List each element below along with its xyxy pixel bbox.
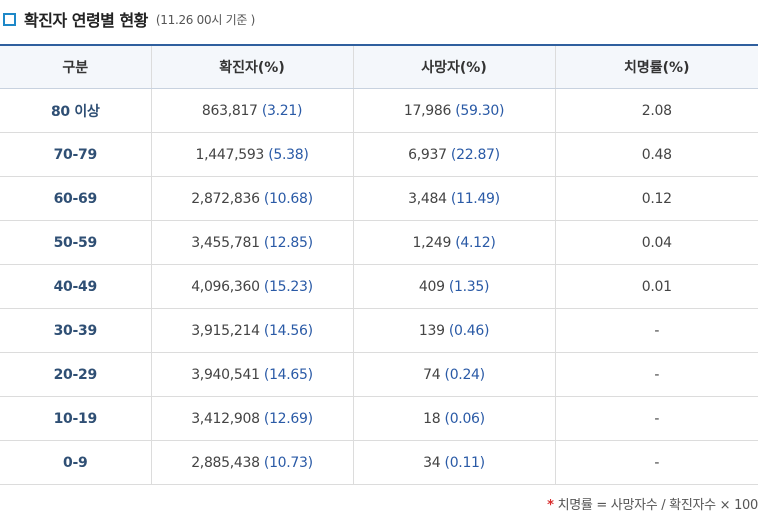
- cases-value: 2,885,438: [191, 454, 260, 471]
- cases-value: 3,915,214: [191, 322, 260, 339]
- footnote: * 치명률 = 사망자수 / 확진자수 × 100: [547, 494, 758, 513]
- deaths-percent: (22.87): [450, 146, 500, 163]
- table-row: 60-69 2,872,836 (10.68) 3,484 (11.49) 0.12: [0, 176, 758, 221]
- cases-cell: 2,872,836 (10.68): [151, 176, 354, 221]
- cases-percent: (10.68): [263, 190, 313, 207]
- cases-cell: 863,817 (3.21): [151, 88, 354, 133]
- table-row: 20-29 3,940,541 (14.65) 74 (0.24) -: [0, 352, 758, 397]
- cases-value: 2,872,836: [191, 190, 260, 207]
- age-status-table: 구분 확진자(%) 사망자(%) 치명률(%) 80 이상 863,817 (3.…: [0, 44, 758, 485]
- cases-percent: (15.23): [263, 278, 313, 295]
- deaths-cell: 74 (0.24): [353, 352, 556, 397]
- fatality-rate-cell: -: [555, 308, 758, 353]
- deaths-cell: 3,484 (11.49): [353, 176, 556, 221]
- cases-percent: (12.69): [263, 410, 313, 427]
- fatality-rate-cell: 0.12: [555, 176, 758, 221]
- age-group-cell: 70-79: [0, 132, 152, 177]
- table-row: 50-59 3,455,781 (12.85) 1,249 (4.12) 0.04: [0, 220, 758, 265]
- cases-percent: (14.65): [263, 366, 313, 383]
- fatality-rate-cell: -: [555, 352, 758, 397]
- cases-cell: 3,412,908 (12.69): [151, 396, 354, 441]
- fatality-rate-cell: -: [555, 440, 758, 485]
- deaths-cell: 17,986 (59.30): [353, 88, 556, 133]
- deaths-cell: 18 (0.06): [353, 396, 556, 441]
- age-group-cell: 50-59: [0, 220, 152, 265]
- column-header-cases: 확진자(%): [151, 44, 354, 89]
- deaths-percent: (0.24): [444, 366, 486, 383]
- cases-cell: 4,096,360 (15.23): [151, 264, 354, 309]
- fatality-rate-cell: 0.04: [555, 220, 758, 265]
- cases-value: 4,096,360: [191, 278, 260, 295]
- deaths-percent: (59.30): [455, 102, 505, 119]
- column-header-category: 구분: [0, 44, 152, 89]
- table-header-row: 구분 확진자(%) 사망자(%) 치명률(%): [0, 44, 758, 89]
- deaths-value: 6,937: [408, 146, 447, 163]
- fatality-rate-cell: 0.01: [555, 264, 758, 309]
- cases-percent: (10.73): [263, 454, 313, 471]
- fatality-rate-cell: -: [555, 396, 758, 441]
- age-group-cell: 20-29: [0, 352, 152, 397]
- cases-value: 3,940,541: [191, 366, 260, 383]
- deaths-cell: 34 (0.11): [353, 440, 556, 485]
- deaths-percent: (0.11): [444, 454, 486, 471]
- cases-percent: (14.56): [263, 322, 313, 339]
- cases-percent: (3.21): [261, 102, 303, 119]
- deaths-value: 34: [423, 454, 441, 471]
- table-row: 30-39 3,915,214 (14.56) 139 (0.46) -: [0, 308, 758, 353]
- table-row: 40-49 4,096,360 (15.23) 409 (1.35) 0.01: [0, 264, 758, 309]
- deaths-percent: (1.35): [448, 278, 490, 295]
- cases-cell: 2,885,438 (10.73): [151, 440, 354, 485]
- cases-value: 3,412,908: [191, 410, 260, 427]
- deaths-value: 139: [418, 322, 445, 339]
- deaths-cell: 409 (1.35): [353, 264, 556, 309]
- deaths-percent: (4.12): [455, 234, 496, 251]
- deaths-cell: 139 (0.46): [353, 308, 556, 353]
- square-bullet-icon: [3, 12, 16, 26]
- deaths-value: 18: [423, 410, 441, 427]
- page-title: 확진자 연령별 현황: [24, 11, 148, 30]
- deaths-cell: 6,937 (22.87): [353, 132, 556, 177]
- deaths-percent: (11.49): [450, 190, 500, 207]
- cases-value: 3,455,781: [191, 234, 260, 251]
- deaths-percent: (0.46): [448, 322, 490, 339]
- deaths-value: 74: [423, 366, 441, 383]
- cases-cell: 1,447,593 (5.38): [151, 132, 354, 177]
- deaths-value: 1,249: [412, 234, 452, 251]
- fatality-rate-cell: 2.08: [555, 88, 758, 133]
- age-group-cell: 0-9: [0, 440, 152, 485]
- fatality-rate-cell: 0.48: [555, 132, 758, 177]
- cases-cell: 3,455,781 (12.85): [151, 220, 354, 265]
- section-header: 확진자 연령별 현황 (11.26 00시 기준 ): [3, 8, 255, 30]
- age-group-cell: 60-69: [0, 176, 152, 221]
- age-group-cell: 30-39: [0, 308, 152, 353]
- deaths-value: 17,986: [403, 102, 452, 119]
- cases-percent: (12.85): [263, 234, 313, 251]
- deaths-percent: (0.06): [444, 410, 486, 427]
- deaths-cell: 1,249 (4.12): [353, 220, 556, 265]
- deaths-value: 409: [418, 278, 445, 295]
- age-group-cell: 40-49: [0, 264, 152, 309]
- footnote-star: *: [547, 498, 554, 513]
- column-header-deaths: 사망자(%): [353, 44, 556, 89]
- cases-cell: 3,940,541 (14.65): [151, 352, 354, 397]
- column-header-fatality: 치명률(%): [555, 44, 758, 89]
- cases-cell: 3,915,214 (14.56): [151, 308, 354, 353]
- deaths-value: 3,484: [408, 190, 447, 207]
- cases-percent: (5.38): [268, 146, 309, 163]
- table-row: 80 이상 863,817 (3.21) 17,986 (59.30) 2.08: [0, 88, 758, 133]
- age-group-cell: 10-19: [0, 396, 152, 441]
- table-row: 10-19 3,412,908 (12.69) 18 (0.06) -: [0, 396, 758, 441]
- footnote-text: 치명률 = 사망자수 / 확진자수 × 100: [557, 498, 759, 513]
- cases-value: 863,817: [201, 102, 258, 119]
- table-row: 0-9 2,885,438 (10.73) 34 (0.11) -: [0, 440, 758, 485]
- page-subtitle: (11.26 00시 기준 ): [155, 12, 255, 27]
- table-row: 70-79 1,447,593 (5.38) 6,937 (22.87) 0.48: [0, 132, 758, 177]
- cases-value: 1,447,593: [195, 146, 265, 163]
- age-group-cell: 80 이상: [0, 88, 152, 133]
